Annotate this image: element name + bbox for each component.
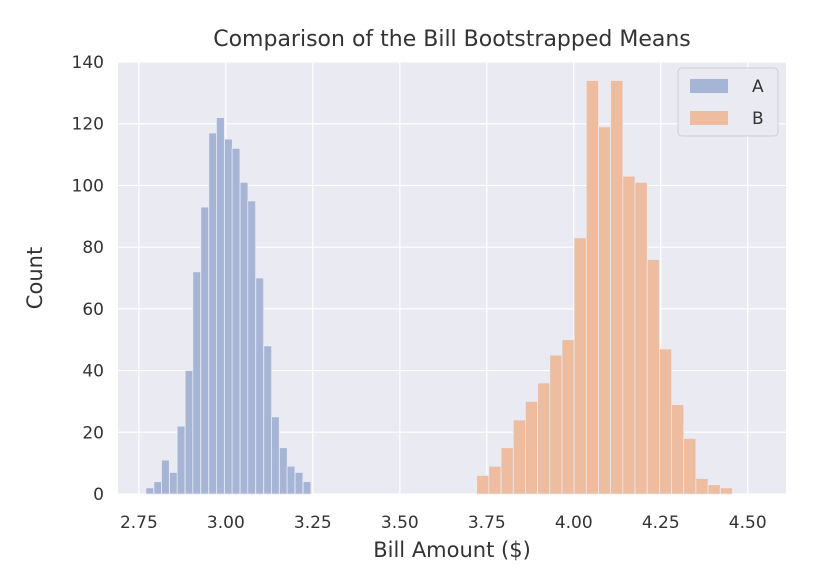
histogram-bar — [646, 259, 660, 495]
legend-swatch-a — [690, 79, 728, 93]
histogram-bar — [255, 277, 265, 495]
histogram-bar — [286, 465, 296, 495]
y-tick-labels: 0 20 40 60 80 100 120 140 — [72, 53, 104, 505]
x-tick-label: 4.50 — [729, 513, 767, 533]
y-tick-label: 60 — [82, 300, 104, 320]
x-tick-label: 4.25 — [642, 513, 680, 533]
histogram-bar — [184, 370, 194, 495]
histogram-bar — [488, 465, 502, 495]
histogram-bar — [585, 80, 599, 495]
x-tick-label: 3.75 — [468, 513, 506, 533]
series-b-bars — [476, 80, 733, 495]
x-tick-label: 4.00 — [555, 513, 593, 533]
legend: A B — [677, 67, 779, 137]
x-tick-label: 3.25 — [294, 513, 332, 533]
histogram-bar — [610, 80, 624, 495]
histogram-bar — [476, 475, 490, 495]
histogram-bar — [192, 271, 202, 495]
histogram-bar — [279, 447, 288, 495]
histogram-bar — [231, 147, 241, 495]
histogram-bar — [695, 478, 709, 495]
x-tick-labels: 2.75 3.00 3.25 3.50 3.75 4.00 4.25 4.50 — [120, 513, 767, 533]
y-tick-label: 100 — [72, 176, 104, 196]
y-tick-label: 140 — [72, 53, 104, 73]
y-axis-label: Count — [23, 247, 47, 309]
chart-title: Comparison of the Bill Bootstrapped Mean… — [213, 27, 691, 52]
legend-label-a: A — [752, 77, 764, 97]
histogram-bar — [634, 181, 648, 495]
y-tick-label: 0 — [93, 485, 104, 505]
histogram-bar — [658, 348, 673, 495]
histogram-bar — [500, 447, 514, 495]
histogram-bar — [169, 471, 178, 495]
histogram-bar — [145, 487, 155, 495]
histogram-bar — [707, 484, 721, 495]
histogram-bar — [561, 339, 575, 495]
histogram-bar — [208, 132, 218, 495]
histogram-bar — [549, 354, 563, 495]
histogram-bar — [525, 401, 539, 495]
histogram-bar — [263, 345, 273, 495]
histogram-bar — [224, 138, 233, 495]
histogram-bar — [247, 200, 257, 495]
x-tick-label: 3.50 — [381, 513, 419, 533]
histogram-bar — [598, 126, 612, 495]
y-tick-label: 120 — [72, 115, 104, 135]
histogram-bar — [683, 438, 697, 495]
series-a-bars — [145, 117, 312, 495]
histogram-bar — [153, 481, 163, 495]
histogram-bar — [671, 404, 685, 495]
histogram-bar — [239, 181, 249, 495]
legend-label-b: B — [752, 109, 764, 129]
histogram-bar — [200, 206, 210, 495]
x-axis-label: Bill Amount ($) — [373, 538, 531, 562]
histogram-bar — [161, 459, 170, 495]
histogram-bar — [302, 481, 312, 495]
histogram-bar — [512, 419, 526, 495]
histogram-bar — [537, 382, 551, 495]
histogram-bar — [271, 416, 280, 495]
histogram-bar — [176, 425, 186, 495]
histogram-bars — [145, 80, 733, 495]
histogram-bar — [216, 117, 225, 495]
x-tick-label: 3.00 — [207, 513, 245, 533]
histogram-bar — [294, 471, 304, 495]
legend-swatch-b — [690, 111, 728, 125]
y-tick-label: 20 — [82, 423, 104, 443]
y-tick-label: 80 — [82, 238, 104, 258]
x-tick-label: 2.75 — [120, 513, 158, 533]
histogram-bar — [573, 237, 587, 495]
histogram-bar — [719, 487, 733, 495]
histogram-bar — [622, 175, 636, 495]
y-tick-label: 40 — [82, 362, 104, 382]
